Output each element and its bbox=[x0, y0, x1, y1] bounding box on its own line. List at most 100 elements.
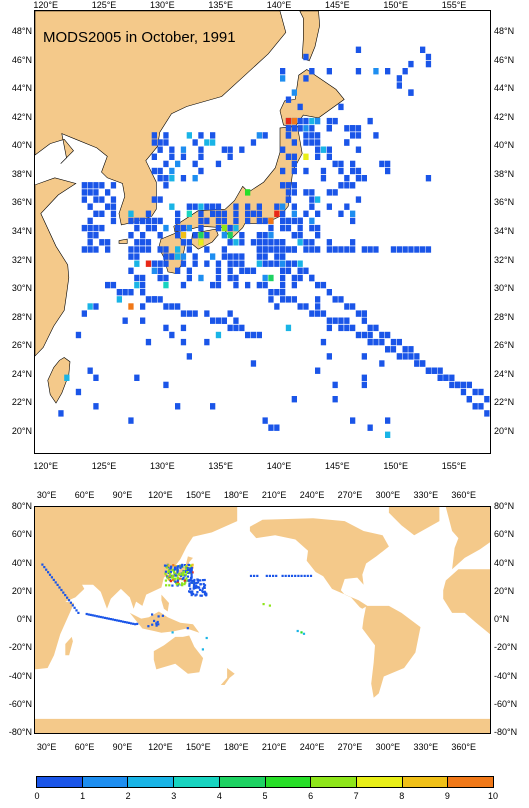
global-observation-cell bbox=[284, 574, 287, 577]
global-observation-cell bbox=[64, 594, 67, 597]
observation-cell bbox=[315, 367, 321, 374]
observation-cell bbox=[239, 239, 245, 246]
observation-cell bbox=[344, 317, 350, 324]
global-observation-cell bbox=[168, 584, 171, 587]
global-latitude-tick-label: 60°N bbox=[494, 529, 515, 540]
latitude-tick-label: 38°N bbox=[11, 168, 32, 179]
observation-cell bbox=[198, 232, 204, 239]
observation-cell bbox=[355, 310, 362, 317]
global-observation-cell bbox=[193, 580, 196, 583]
observation-cell bbox=[332, 189, 338, 196]
global-observation-cell bbox=[174, 580, 177, 583]
observation-cell bbox=[332, 317, 338, 324]
global-observation-cell bbox=[179, 566, 182, 570]
observation-cell bbox=[385, 68, 391, 75]
observation-cell bbox=[285, 260, 292, 267]
observation-cell bbox=[262, 253, 268, 260]
global-observation-cell bbox=[205, 594, 208, 597]
longitude-tick-label: 125°E bbox=[91, 0, 117, 10]
latitude-tick-label: 44°N bbox=[11, 83, 32, 94]
observation-cell bbox=[361, 310, 367, 317]
observation-cell bbox=[157, 232, 163, 239]
observation-cell bbox=[344, 246, 350, 253]
australia bbox=[153, 635, 204, 674]
global-observation-cell bbox=[183, 564, 186, 567]
observation-cell bbox=[268, 232, 274, 239]
observation-cell bbox=[361, 331, 367, 339]
observation-cell bbox=[163, 281, 169, 289]
global-land-areas bbox=[35, 507, 490, 733]
observation-cell bbox=[87, 182, 93, 189]
observation-cell bbox=[198, 146, 204, 153]
longitude-tick-label: 145°E bbox=[325, 461, 350, 471]
observation-cell bbox=[396, 75, 402, 82]
observation-cell bbox=[93, 232, 99, 239]
observation-cell bbox=[151, 132, 157, 139]
observation-cell bbox=[186, 224, 192, 232]
observation-cell bbox=[385, 160, 391, 168]
observation-cell bbox=[87, 239, 93, 246]
color-scale-label: 3 bbox=[171, 791, 177, 801]
observation-cell bbox=[309, 239, 315, 246]
longitude-tick-label: 135°E bbox=[208, 461, 233, 471]
color-scale-label: 2 bbox=[125, 791, 131, 801]
observation-cell bbox=[344, 203, 350, 210]
observation-cell bbox=[280, 224, 286, 232]
global-longitude-tick-label: 330°E bbox=[413, 490, 439, 500]
observation-cell bbox=[256, 210, 262, 217]
observation-cell bbox=[455, 381, 461, 389]
observation-cell bbox=[355, 46, 362, 53]
observation-cell bbox=[221, 317, 227, 324]
global-observation-cell bbox=[165, 565, 168, 568]
global-observation-cell bbox=[161, 614, 164, 617]
global-longitude-tick-label: 30°E bbox=[36, 490, 57, 500]
observation-cell bbox=[291, 89, 297, 96]
observation-cell bbox=[250, 210, 257, 217]
observation-cell bbox=[122, 317, 128, 324]
global-observation-cell bbox=[185, 566, 188, 569]
global-latitude-tick-label: 80°N bbox=[494, 501, 515, 511]
observation-cell bbox=[291, 217, 297, 225]
observation-cell bbox=[350, 303, 356, 310]
observation-cell bbox=[350, 182, 356, 189]
global-observation-cell bbox=[262, 603, 265, 606]
global-observation-cell bbox=[188, 582, 191, 585]
observation-cell bbox=[256, 239, 262, 246]
observation-cell bbox=[291, 210, 297, 217]
global-observation-cell bbox=[47, 571, 50, 574]
observation-cell bbox=[233, 281, 239, 289]
global-observation-cell bbox=[249, 574, 253, 577]
observation-cell bbox=[128, 217, 134, 225]
observation-cell bbox=[134, 217, 140, 225]
observation-cell bbox=[280, 217, 286, 225]
global-observation-cell bbox=[294, 574, 297, 577]
observation-cell bbox=[134, 274, 140, 282]
new-zealand bbox=[220, 668, 235, 685]
observation-cell bbox=[303, 267, 309, 274]
latitude-tick-label: 36°N bbox=[11, 197, 32, 208]
observation-cell bbox=[99, 196, 105, 203]
observation-cell bbox=[425, 246, 432, 253]
observation-cell bbox=[105, 189, 111, 196]
longitude-tick-label: 155°E bbox=[441, 461, 467, 471]
global-latitude-tick-label: -40°N bbox=[8, 670, 32, 681]
observation-cell bbox=[227, 153, 233, 160]
global-observation-cell bbox=[170, 576, 173, 579]
observation-cell bbox=[134, 374, 140, 381]
latitude-tick-label: 20°N bbox=[494, 425, 515, 436]
observation-cell bbox=[93, 182, 99, 189]
observation-cell bbox=[350, 125, 356, 132]
observation-cell bbox=[332, 296, 338, 303]
observation-cell bbox=[280, 253, 286, 260]
observation-cell bbox=[250, 239, 257, 246]
global-latitude-tick-label: -20°N bbox=[494, 642, 518, 653]
observation-cell bbox=[274, 246, 280, 253]
observation-cell bbox=[309, 224, 315, 232]
color-scale-label: 8 bbox=[399, 791, 405, 801]
observation-cell bbox=[198, 167, 204, 175]
color-scale-segment bbox=[356, 777, 403, 787]
global-longitude-tick-label: 300°E bbox=[375, 742, 401, 752]
observation-cell bbox=[169, 303, 175, 310]
observation-cell bbox=[204, 217, 210, 225]
latitude-tick-label: 46°N bbox=[11, 54, 32, 65]
